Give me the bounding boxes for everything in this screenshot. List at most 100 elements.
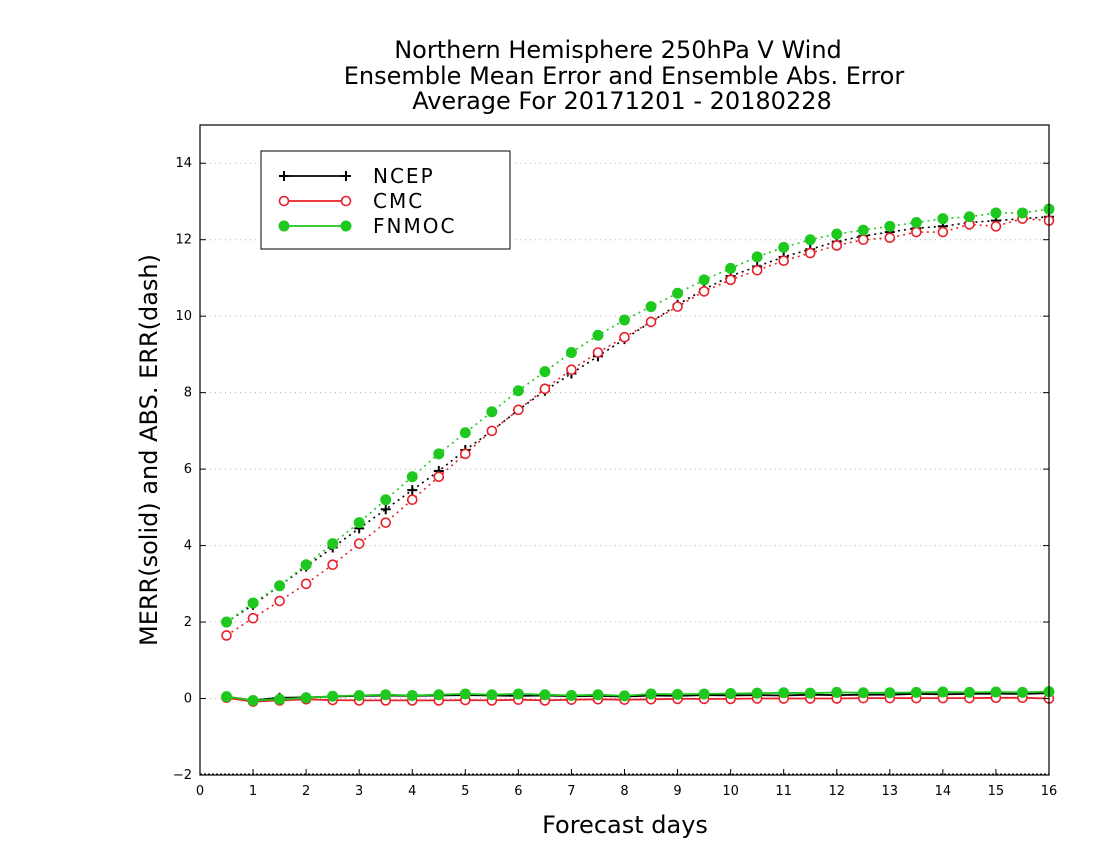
x-tick-label: 1 [249,784,257,799]
series-fnmoc-abs-err-point [274,580,286,592]
series-fnmoc-mean-err-point [300,692,312,704]
title-line-3: Average For 20171201 - 20180228 [412,87,832,115]
series-cmc-abs-err-point [221,630,232,641]
y-tick-label: 2 [184,615,192,630]
series-fnmoc-abs-err-point [539,366,551,378]
y-axis-title: MERR(solid) and ABS. ERR(dash) [135,254,163,646]
series-cmc-abs-err-point [857,234,869,246]
series-fnmoc-mean-err-point [778,687,790,699]
y-tick-label: 12 [175,233,192,248]
series-cmc-abs-err-point [645,316,657,328]
series-fnmoc-mean-err-point [1016,686,1028,698]
series-fnmoc-abs-err-point [380,494,392,506]
legend-marker-cmc-end [340,195,352,207]
series-ncep-abs-err-line [226,216,1050,623]
y-tick-label: 10 [175,309,192,324]
series-cmc-abs-err-point [406,494,418,506]
series-layer [221,203,1055,707]
series-cmc-abs-err-point [486,425,498,437]
series-fnmoc-abs-err-point [645,301,657,313]
series-cmc-abs-err-point [247,612,259,624]
plot-frame [199,124,1050,776]
x-tick-label: 16 [1041,784,1058,799]
series-fnmoc-mean-err-point [963,686,975,698]
series-fnmoc-mean-err-point [698,688,710,700]
series-cmc-abs-err-point [380,517,392,528]
title-line-2: Ensemble Mean Error and Ensemble Abs. Er… [344,62,905,90]
series-cmc-abs-err-point [327,559,338,571]
series-fnmoc-mean-err-point [565,689,577,701]
series-fnmoc-abs-err-point [565,347,577,358]
legend-marker-ncep-end [341,171,351,181]
x-axis-title: Forecast days [542,811,708,839]
series-fnmoc-mean-err-point [539,689,551,701]
series-cmc-abs-err-point [751,264,763,276]
series-fnmoc-mean-err-point [990,686,1002,698]
series-fnmoc-abs-err-point [698,274,710,286]
x-tick-label: 4 [408,784,416,799]
series-cmc-abs-err-point [566,364,577,376]
y-tick-label: 14 [175,156,192,171]
series-fnmoc-mean-err-point [247,694,259,706]
series-cmc-mean-err-line [226,696,1050,703]
series-fnmoc-mean-err-point [221,691,233,703]
series-cmc-abs-err-point [804,247,816,259]
series-fnmoc-abs-err-point [221,616,233,628]
series-fnmoc-abs-err-point [592,329,604,341]
series-fnmoc-mean-err-point [512,688,524,700]
x-tick-label: 15 [988,784,1005,799]
series-fnmoc-abs-err-point [884,220,896,232]
y-tick-label: 4 [184,539,192,554]
series-fnmoc-mean-err-point [751,687,763,699]
series-fnmoc-mean-err-point [884,687,896,699]
legend-marker-fnmoc-end [340,220,352,232]
series-fnmoc-mean-err-point [274,693,286,705]
series-fnmoc-abs-err-point [751,251,763,263]
series-fnmoc-mean-err-point [406,689,418,701]
series-fnmoc-mean-err-point [433,689,445,701]
series-cmc-abs-err-point [619,331,630,343]
series-cmc-abs-err-point [460,448,471,460]
series-cmc-abs-err-point [353,538,365,549]
series-cmc-abs-err-point [592,347,604,358]
series-fnmoc-mean-err-point [910,686,922,698]
series-fnmoc-mean-err-point [831,686,843,698]
x-tick-label: 8 [620,784,628,799]
series-cmc-abs-err-point [274,595,285,607]
x-tick-label: 10 [722,784,739,799]
series-fnmoc-abs-err-point [963,211,975,223]
gridlines [200,162,1049,775]
x-tick-label: 2 [302,784,310,799]
series-fnmoc-mean-err-point [486,689,498,701]
series-cmc-abs-err-point [937,226,949,238]
series-cmc-abs-err-point [433,471,445,483]
series-cmc-abs-err-point [300,578,312,590]
series-fnmoc-abs-err-point [300,559,312,571]
series-fnmoc-mean-err-point [619,690,630,702]
x-tick-label: 11 [775,784,792,799]
legend-label-cmc: CMC [373,189,424,213]
series-fnmoc-mean-err-point [857,687,869,699]
series-fnmoc-abs-err-point [247,597,259,609]
series-cmc-abs-err-point [911,226,922,238]
series-fnmoc-mean-err-point [380,689,392,701]
series-fnmoc-abs-err-point [725,262,737,274]
x-tick-label: 12 [828,784,845,799]
series-fnmoc-mean-err-point [459,688,471,700]
series-fnmoc-abs-err-point [804,234,816,246]
series-cmc-abs-err-point [778,255,789,267]
series-fnmoc-abs-err-point [910,217,922,228]
series-fnmoc-abs-err-point [406,471,418,483]
series-fnmoc-abs-err-point [459,427,471,439]
series-fnmoc-abs-err-point [327,538,339,550]
series-fnmoc-abs-err-point [433,448,445,460]
series-fnmoc-mean-err-point [645,688,657,700]
series-cmc-abs-err-point [725,274,736,286]
legend-marker-cmc-start [278,195,290,207]
series-fnmoc-abs-err-point [353,517,365,529]
legend-box [260,150,511,250]
series-cmc-abs-err-point [513,404,524,416]
legend-label-ncep: NCEP [373,164,435,188]
